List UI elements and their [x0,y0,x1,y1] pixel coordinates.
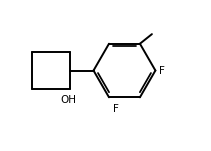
Text: OH: OH [61,95,77,105]
Text: F: F [159,66,165,76]
Text: F: F [113,104,119,114]
